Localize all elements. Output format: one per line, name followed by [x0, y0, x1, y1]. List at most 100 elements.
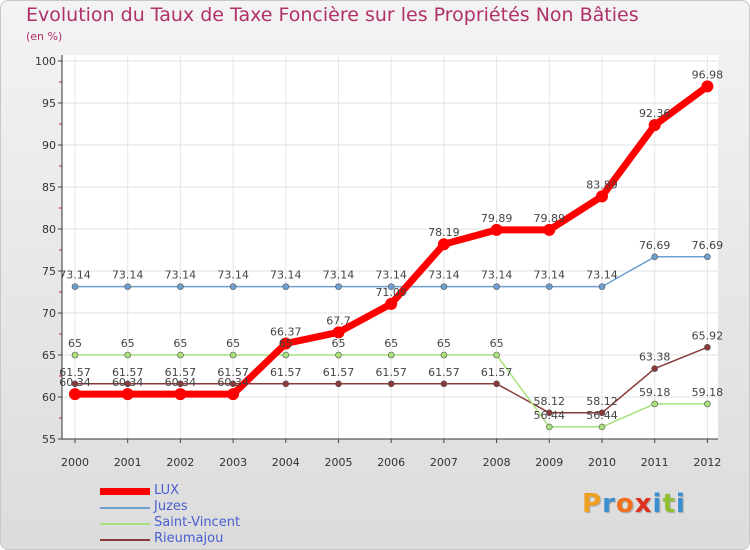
data-point-saint-vincent	[124, 351, 131, 359]
data-point-juzes	[704, 253, 711, 261]
data-point-rieumajou	[387, 380, 395, 388]
legend-item-juzes: Juzes	[100, 499, 320, 516]
data-label-juzes: 73.14	[165, 269, 197, 282]
data-point-saint-vincent	[177, 351, 184, 359]
x-tick-label: 2003	[219, 456, 247, 469]
logo-letter: x	[634, 489, 653, 519]
legend-swatch-rieumajou	[100, 539, 150, 541]
data-label-saint-vincent: 65	[121, 337, 135, 350]
data-label-rieumajou: 61.57	[217, 366, 249, 379]
data-point-lux	[648, 119, 661, 132]
data-label-rieumajou: 58.12	[586, 395, 618, 408]
y-tick-label: 85	[42, 181, 56, 194]
legend-label-saint-vincent: Saint-Vincent	[154, 515, 241, 530]
data-point-saint-vincent	[387, 351, 395, 359]
x-tick-label: 2004	[272, 456, 300, 469]
data-point-juzes	[651, 253, 659, 261]
data-point-rieumajou	[124, 380, 131, 388]
x-tick-label: 2011	[641, 456, 669, 469]
data-point-juzes	[335, 283, 342, 290]
legend-label-lux: LUX	[154, 483, 180, 498]
data-point-lux	[279, 337, 292, 350]
data-point-saint-vincent	[598, 423, 606, 431]
logo-letter: t	[662, 489, 676, 519]
data-point-juzes	[71, 283, 79, 290]
y-tick-label: 70	[42, 307, 56, 320]
data-label-saint-vincent: 65	[384, 337, 398, 350]
data-label-lux: 60.34	[165, 376, 197, 389]
data-label-juzes: 73.14	[534, 269, 566, 282]
data-label-lux: 92.36	[639, 107, 671, 120]
data-point-lux	[69, 388, 81, 401]
data-label-rieumajou: 61.57	[481, 366, 513, 379]
logo-letter: r	[602, 489, 616, 519]
data-point-juzes	[229, 283, 237, 290]
data-label-juzes: 73.14	[112, 269, 144, 282]
x-tick-label: 2012	[693, 456, 721, 469]
data-label-lux: 96.98	[692, 68, 724, 81]
plot-area	[62, 55, 718, 439]
y-tick-label: 80	[42, 223, 56, 236]
data-label-rieumajou: 61.57	[270, 366, 302, 379]
x-tick-label: 2006	[377, 456, 405, 469]
data-point-juzes	[124, 283, 131, 290]
data-point-rieumajou	[335, 380, 342, 388]
data-point-lux	[385, 297, 398, 310]
data-label-saint-vincent: 56.44	[586, 409, 618, 422]
legend-swatch-lux	[100, 488, 150, 495]
data-label-rieumajou: 61.57	[375, 366, 407, 379]
x-tick-label: 2008	[483, 456, 511, 469]
data-label-juzes: 76.69	[639, 239, 671, 252]
data-label-rieumajou: 61.57	[112, 366, 144, 379]
data-label-rieumajou: 61.57	[165, 366, 197, 379]
data-point-juzes	[545, 283, 553, 290]
data-point-rieumajou	[282, 380, 290, 388]
data-point-rieumajou	[177, 380, 184, 388]
legend-item-lux: LUX	[100, 483, 320, 500]
legend-item-rieumajou: Rieumajou	[100, 531, 320, 548]
data-label-juzes: 73.14	[375, 269, 407, 282]
data-point-lux	[490, 223, 503, 236]
legend-label-rieumajou: Rieumajou	[154, 531, 224, 546]
data-point-lux	[596, 190, 608, 203]
logo-letter: i	[652, 489, 663, 519]
data-point-rieumajou	[440, 380, 448, 388]
x-tick-label: 2010	[588, 456, 616, 469]
y-tick-label: 75	[42, 265, 56, 278]
data-label-saint-vincent: 65	[68, 337, 82, 350]
data-label-saint-vincent: 65	[437, 337, 451, 350]
logo-letter: i	[675, 489, 686, 519]
logo-letter: P	[582, 489, 603, 519]
data-point-saint-vincent	[651, 400, 659, 408]
data-point-rieumajou	[651, 365, 659, 372]
data-point-rieumajou	[493, 380, 500, 388]
data-label-lux: 60.34	[112, 376, 144, 389]
data-label-lux: 79.89	[534, 212, 566, 225]
data-point-juzes	[177, 283, 184, 290]
data-point-saint-vincent	[704, 400, 711, 408]
data-label-lux: 71.09	[375, 286, 407, 299]
data-label-saint-vincent: 59.18	[639, 386, 671, 399]
data-label-juzes: 73.14	[59, 269, 91, 282]
data-point-rieumajou	[598, 409, 606, 417]
data-label-juzes: 73.14	[428, 269, 460, 282]
data-label-juzes: 76.69	[692, 239, 724, 252]
y-tick-label: 55	[42, 433, 56, 446]
data-point-saint-vincent	[229, 351, 237, 359]
data-point-saint-vincent	[282, 351, 290, 359]
data-point-rieumajou	[229, 380, 237, 388]
data-label-rieumajou: 65.92	[692, 329, 724, 342]
data-label-rieumajou: 63.38	[639, 351, 671, 364]
data-point-juzes	[493, 283, 500, 290]
chart-unit: (en %)	[26, 30, 63, 43]
data-label-rieumajou: 61.57	[59, 366, 91, 379]
data-point-saint-vincent	[71, 351, 79, 359]
legend-swatch-juzes	[100, 507, 150, 509]
x-tick-label: 2001	[114, 456, 142, 469]
logo-letter: o	[615, 489, 635, 519]
data-label-saint-vincent: 56.44	[534, 409, 566, 422]
data-label-rieumajou: 61.57	[428, 366, 460, 379]
data-point-lux	[543, 223, 556, 236]
data-label-saint-vincent: 65	[173, 337, 187, 350]
